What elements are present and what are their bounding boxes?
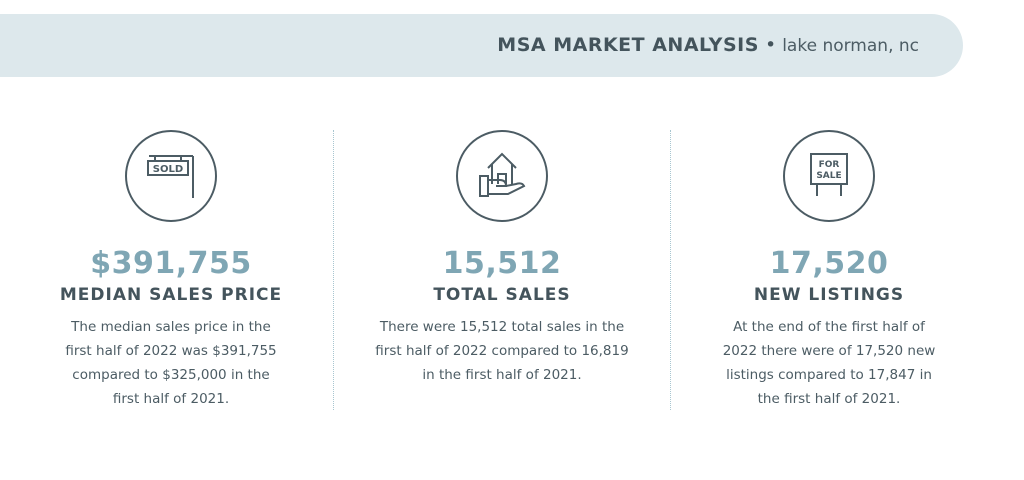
stat-description: At the end of the first half of 2022 the…: [722, 319, 936, 407]
stat-value: 17,520: [769, 246, 889, 281]
stat-description: The median sales price in the first half…: [65, 319, 277, 407]
stat-total-sales: 15,512 TOTAL SALES There were 15,512 tot…: [352, 130, 652, 387]
stat-value: $391,755: [90, 246, 252, 281]
stat-label: TOTAL SALES: [433, 285, 571, 305]
svg-text:FOR: FOR: [819, 160, 840, 170]
stat-median-sales-price: SOLD $391,755 MEDIAN SALES PRICE The med…: [21, 130, 321, 411]
report-title: MSA MARKET ANALYSIS: [497, 34, 759, 56]
house-in-hand-icon: [456, 130, 548, 222]
stat-label: MEDIAN SALES PRICE: [59, 285, 283, 305]
svg-text:SALE: SALE: [816, 171, 841, 181]
location: lake norman, nc: [782, 36, 919, 56]
sold-sign-icon: SOLD: [125, 130, 217, 222]
divider: [333, 130, 334, 410]
stat-new-listings: FOR SALE 17,520 NEW LISTINGS At the end …: [679, 130, 979, 411]
stat-description: There were 15,512 total sales in the fir…: [375, 319, 629, 383]
for-sale-sign-icon: FOR SALE: [783, 130, 875, 222]
header-title: MSA MARKET ANALYSIS • lake norman, nc: [497, 34, 919, 56]
separator: •: [764, 34, 777, 56]
header-banner: MSA MARKET ANALYSIS • lake norman, nc: [0, 14, 963, 77]
stat-value: 15,512: [442, 246, 562, 281]
stat-label: NEW LISTINGS: [753, 285, 905, 305]
divider: [670, 130, 671, 410]
svg-text:SOLD: SOLD: [153, 164, 183, 175]
